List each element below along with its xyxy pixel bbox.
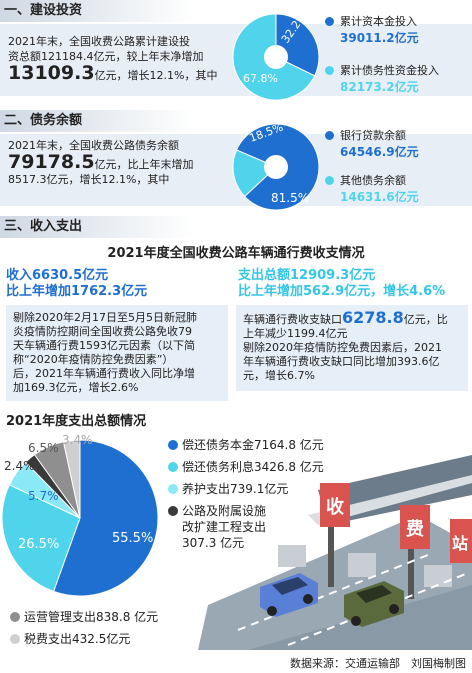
gap-note-prefix: 车辆通行费收支缺口 (243, 313, 342, 326)
exp-leg-expansion: 公路及附属设施 改扩建工程支出 307.3 亿元 (182, 503, 266, 551)
expense-total: 支出总额12909.3亿元 (238, 268, 376, 283)
income-note-line: 天车辆通行费1593亿元因素（以下简 (13, 339, 195, 352)
exp-dot-interest (168, 462, 178, 472)
exp-dot-maintenance (168, 484, 178, 494)
pie3-slice-0 (52, 439, 159, 597)
expense-increase: 比上年增加562.9亿元，增长4.6% (238, 284, 446, 299)
income-headline: 收入6630.5亿元 比上年增加1762.3亿元 (6, 268, 147, 300)
sign-char-2: 费 (406, 519, 424, 540)
pie3-label-2: 5.7% (28, 489, 59, 503)
investment-text: 2021年末，全国收费公路累计建设投 资总额121184.4亿元，较上年末净增加… (8, 34, 238, 83)
car-green (344, 581, 404, 627)
exp-leg-expansion-l2: 改扩建工程支出 (182, 520, 267, 534)
gap-note-line: 年车辆通行费收支缺口同比增加393.6亿 (243, 355, 440, 368)
income-note-line: 剔除2020年2月17日至5月5日新冠肺 (13, 311, 197, 324)
legend-debtfund: 累计债务性资金投入 82173.2亿元 (340, 62, 439, 95)
income-increase: 比上年增加1762.3亿元 (6, 284, 148, 299)
pie3-label-4: 6.5% (28, 441, 59, 455)
investment-line-2: 资总额121184.4亿元，较上年末净增加 (8, 50, 204, 63)
gap-value: 6278.8 (342, 308, 404, 327)
debt-donut: 18.5% 81.5% (232, 122, 320, 211)
pie1-label-1: 67.8% (243, 72, 278, 85)
exp-leg-principal: 偿还债务本金7164.8 亿元 (182, 438, 324, 452)
section-investment-heading: 一、建设投资 (0, 0, 194, 22)
debt-text: 2021年末，全国收费公路债务余额 79178.5亿元，比上年末增加 8517.… (8, 138, 238, 187)
gap-note-line: 元，增长6.7% (243, 369, 315, 382)
legend-bank-value: 64546.9亿元 (340, 145, 419, 159)
debt-line-3: 8517.3亿元，增长12.1%，其中 (8, 173, 170, 186)
income-note-line: 后，2021年车辆通行费收入同比净增 (13, 367, 195, 380)
legend-capital-label: 累计资本金投入 (340, 15, 417, 28)
pie3-label-1: 26.5% (18, 537, 59, 552)
exp-dot-tax (10, 634, 20, 644)
pie2-label-0: 81.5% (271, 191, 309, 205)
income-note-box: 剔除2020年2月17日至5月5日新冠肺 炎疫情防控期间全国收费公路免收79 天… (6, 305, 228, 401)
debt-balance: 79178.5 (8, 151, 95, 173)
income-note-line: 称“2020年疫情防控免费因素”） (13, 353, 174, 366)
gap-note-line: 剔除2020年疫情防控免费因素后，2021 (243, 341, 442, 354)
section-debt-heading: 二、债务余额 (0, 110, 194, 132)
exp-dot-expansion (168, 506, 178, 516)
investment-line-3: 亿元，增长12.1%，其中 (94, 69, 218, 82)
legend-dot-capital (325, 17, 334, 26)
exp-leg-maintenance: 养护支出739.1亿元 (182, 482, 289, 496)
legend-debtfund-value: 82173.2亿元 (340, 80, 419, 94)
gap-note-line: 上年减少1199.4亿元 (243, 327, 348, 340)
toll-station-illustration: 收 费 站 (198, 455, 472, 650)
investment-line-1: 2021年末，全国收费公路累计建设投 (8, 35, 190, 48)
investment-increase: 13109.3 (8, 62, 95, 84)
legend-other-label: 其他债务余额 (340, 174, 406, 187)
pie3-label-3: 2.4% (4, 459, 35, 473)
expense-pie: 55.5% 26.5% 5.7% 2.4% 6.5% 3.4% (1, 433, 159, 597)
income-note-line: 炎疫情防控期间全国收费公路免收79 (13, 325, 192, 338)
gap-note-box: 车辆通行费收支缺口6278.8亿元，比 上年减少1199.4亿元 剔除2020年… (236, 305, 468, 391)
exp-leg-interest: 偿还债务利息3426.8 亿元 (182, 460, 324, 474)
income-total: 收入6630.5亿元 (6, 268, 109, 283)
exp-leg-operation: 运营管理支出838.8 亿元 (24, 610, 159, 624)
income-note-line: 加169.3亿元，增长2.6% (13, 381, 139, 394)
exp-leg-tax: 税费支出432.5亿元 (24, 632, 131, 646)
debt-line-1: 2021年末，全国收费公路债务余额 (8, 139, 179, 152)
pie2-slice-1 (232, 149, 277, 198)
legend-bank-label: 银行贷款余额 (340, 129, 406, 142)
legend-other-value: 14631.6亿元 (340, 190, 419, 204)
gap-note-suffix: 亿元，比 (403, 313, 448, 326)
legend-bank: 银行贷款余额 64546.9亿元 (340, 127, 419, 160)
exp-leg-expansion-l3: 307.3 亿元 (182, 536, 245, 550)
legend-dot-bank (325, 131, 334, 140)
legend-capital: 累计资本金投入 39011.2亿元 (340, 13, 419, 46)
sign-char-1: 收 (326, 496, 344, 518)
legend-debtfund-label: 累计债务性资金投入 (340, 64, 439, 77)
legend-capital-value: 39011.2亿元 (340, 31, 419, 45)
income-title: 2021年度全国收费公路车辆通行费收支情况 (107, 246, 365, 261)
expense-headline: 支出总额12909.3亿元 比上年增加562.9亿元，增长4.6% (238, 268, 445, 300)
investment-donut: 32.2% 67.8% (232, 12, 320, 101)
legend-dot-debtfund (325, 66, 334, 75)
legend-other: 其他债务余额 14631.6亿元 (340, 172, 419, 205)
car-blue (260, 573, 318, 617)
section-income-heading: 三、收入支出 (0, 216, 194, 238)
exp-leg-expansion-l1: 公路及附属设施 (182, 504, 267, 518)
pie3-label-0: 55.5% (112, 531, 153, 546)
exp-dot-operation (10, 612, 20, 622)
source-credit: 数据来源：交通运输部 刘国梅制图 (290, 657, 466, 670)
debt-line-2: 亿元，比上年末增加 (94, 158, 194, 171)
pie3-slice-1 (1, 484, 81, 593)
legend-dot-other (325, 176, 334, 185)
exp-dot-principal (168, 440, 178, 450)
pie3-label-5: 3.4% (62, 433, 93, 447)
sign-char-3: 站 (452, 534, 468, 553)
pie3-slice-5 (62, 439, 81, 519)
expense-chart-title: 2021年度支出总额情况 (6, 414, 147, 429)
